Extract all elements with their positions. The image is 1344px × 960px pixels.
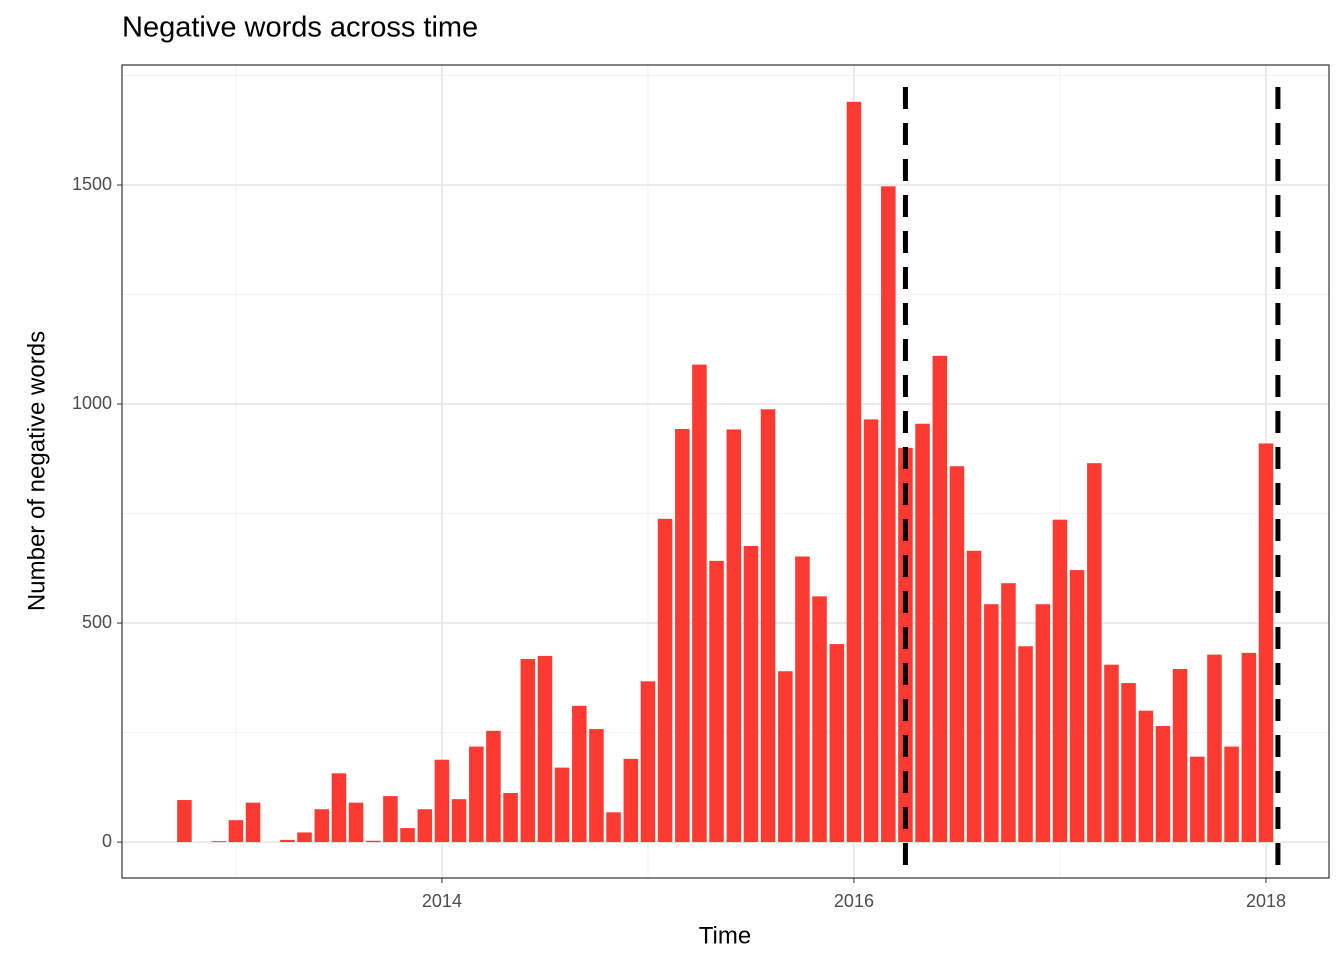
bar <box>778 671 793 843</box>
bar <box>1207 654 1222 843</box>
bar <box>572 705 587 843</box>
bar <box>537 655 553 843</box>
bar <box>486 730 501 843</box>
bar <box>949 466 965 843</box>
bar <box>795 556 810 843</box>
bar <box>1190 756 1205 843</box>
bar <box>1138 710 1154 843</box>
bar <box>915 423 930 843</box>
y-tick-label: 500 <box>82 612 112 632</box>
bar <box>984 604 999 843</box>
bar <box>177 800 192 843</box>
bar <box>863 419 879 843</box>
bar <box>503 793 518 843</box>
bar <box>245 802 261 843</box>
bar <box>451 799 467 843</box>
bar <box>932 355 948 843</box>
chart-title: Negative words across time <box>122 12 478 44</box>
bar <box>211 841 227 843</box>
bar <box>829 644 845 843</box>
bar <box>331 773 347 843</box>
bar <box>1172 669 1188 843</box>
bar <box>881 186 896 843</box>
bar <box>812 596 827 843</box>
bar <box>554 767 570 843</box>
bar <box>760 409 776 843</box>
bar <box>743 545 759 843</box>
bar <box>709 560 724 843</box>
bar <box>640 681 656 843</box>
bar <box>417 809 433 843</box>
bar <box>1052 519 1068 843</box>
bar <box>383 796 398 843</box>
bar <box>1224 746 1239 843</box>
bar <box>692 364 707 843</box>
bar <box>1035 604 1051 843</box>
bar <box>1258 443 1274 843</box>
plot-border <box>121 64 1330 879</box>
bar <box>366 840 381 843</box>
bar <box>1241 652 1257 843</box>
bar <box>623 758 639 843</box>
bar <box>726 429 742 843</box>
bar <box>1018 646 1033 843</box>
y-tick-label: 1500 <box>72 174 112 194</box>
bar <box>1069 570 1085 843</box>
bar <box>589 729 604 843</box>
bar <box>1121 683 1136 843</box>
bar <box>314 809 330 843</box>
y-tick-label: 1000 <box>72 393 112 413</box>
bar <box>606 812 621 843</box>
bar <box>675 429 690 843</box>
bar <box>348 802 364 843</box>
bar <box>1001 583 1016 843</box>
bar <box>1087 463 1102 843</box>
y-axis-title: Number of negative words <box>23 331 50 611</box>
bar <box>1155 726 1171 843</box>
bar <box>846 101 862 843</box>
x-tick-label: 2018 <box>1246 891 1286 911</box>
bar <box>469 746 484 843</box>
bar <box>520 658 536 843</box>
bar <box>280 839 295 843</box>
bar <box>1104 664 1119 843</box>
y-tick-label: 0 <box>102 831 112 851</box>
bar <box>657 518 673 843</box>
x-axis-title: Time <box>699 922 751 949</box>
bar <box>966 550 982 843</box>
bar <box>434 759 450 843</box>
bar <box>400 828 415 843</box>
x-tick-label: 2014 <box>422 891 462 911</box>
bar <box>297 832 312 843</box>
x-tick-label: 2016 <box>834 891 874 911</box>
bar <box>228 820 244 843</box>
